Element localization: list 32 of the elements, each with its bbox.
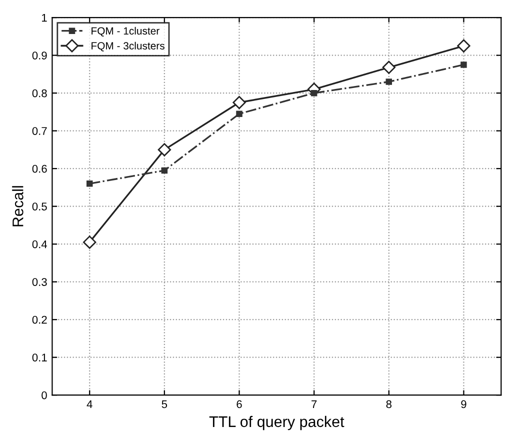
point [236, 110, 242, 117]
y-axis-title: Recall [12, 186, 24, 226]
y-tick-label: 0.1 [32, 354, 47, 362]
x-tick-label: 8 [386, 400, 392, 408]
legend-label: FQM - 3clusters [92, 42, 164, 52]
point [158, 143, 172, 156]
y-tick-label: 0.6 [32, 164, 47, 173]
y-tick-label: 0.5 [32, 202, 47, 210]
point [386, 78, 392, 85]
y-tick-label: 0.7 [32, 127, 47, 135]
y-tick-label: 0 [42, 391, 47, 400]
point [382, 60, 396, 74]
x-axis-title: TTL of query packet [209, 416, 344, 430]
x-tick-label: 5 [162, 400, 168, 408]
y-tick-label: 0.2 [32, 316, 47, 324]
x-tick-label: 4 [86, 400, 92, 408]
legend-label: FQM - 1cluster [92, 26, 160, 36]
y-tick-label: 0.8 [32, 89, 47, 98]
x-tick-label: 9 [461, 400, 466, 408]
point [310, 90, 318, 96]
y-tick-label: 1 [42, 14, 47, 22]
y-tick-label: 0.9 [32, 52, 47, 60]
x-tick-label: 7 [312, 400, 317, 408]
point [83, 236, 96, 249]
point [161, 167, 168, 174]
point [232, 96, 246, 110]
point [457, 39, 470, 52]
point [460, 62, 467, 68]
y-tick-label: 0.3 [32, 278, 47, 286]
x-tick-label: 6 [236, 400, 242, 408]
point [86, 180, 93, 187]
y-tick-label: 0.4 [32, 240, 48, 248]
